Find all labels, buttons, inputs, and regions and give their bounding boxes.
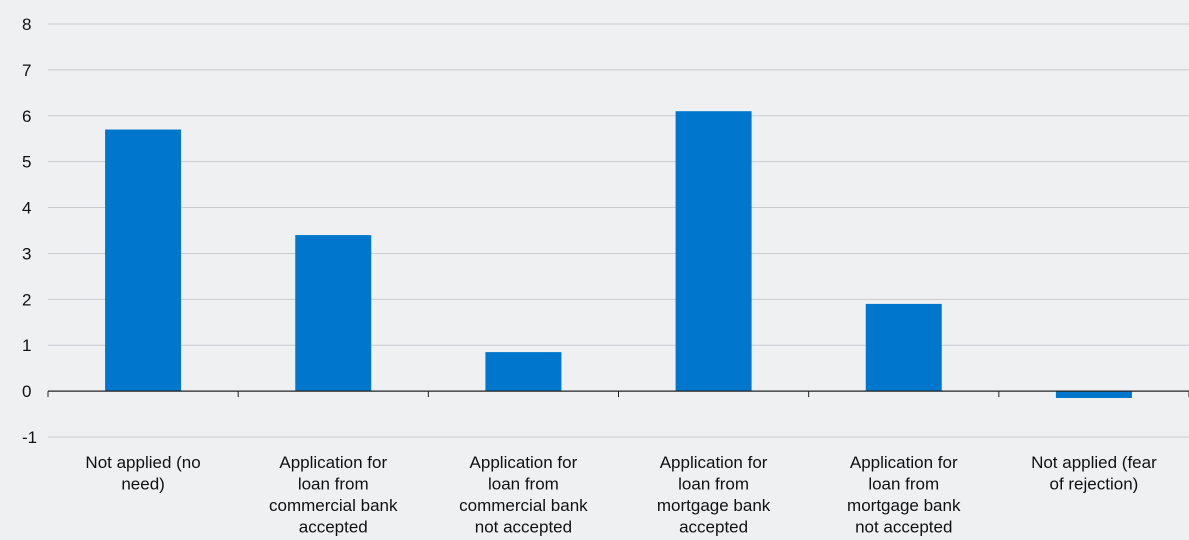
bar	[675, 111, 752, 392]
x-category-label-line: Not applied (fear	[1031, 453, 1157, 472]
y-tick-label: 0	[22, 382, 31, 401]
x-category-label-line: accepted	[299, 518, 368, 537]
y-tick-label: 8	[22, 15, 31, 34]
bar	[105, 129, 182, 392]
bar	[485, 352, 562, 392]
y-tick-label: -1	[22, 428, 37, 447]
x-category-label-line: mortgage bank	[657, 496, 771, 515]
gridlines	[48, 23, 1189, 438]
bar	[865, 303, 942, 392]
x-category-label-line: loan from	[868, 475, 939, 494]
x-category-label: Not applied (no need)	[85, 453, 200, 494]
x-category-label-line: accepted	[679, 518, 748, 537]
x-category-label-line: Application for	[660, 453, 768, 472]
x-category-label-line: mortgage bank	[847, 496, 961, 515]
y-tick-label: 3	[22, 244, 31, 263]
x-category-label-line: need)	[121, 475, 164, 494]
x-category-label: Application for loan from mortgage bank acc…	[657, 453, 771, 537]
x-axis	[47, 390, 1189, 398]
x-category-label-line: not accepted	[855, 518, 952, 537]
x-axis-category-labels: Not applied (no need) Application for loan …	[85, 453, 1157, 537]
x-category-label-line: loan from	[488, 475, 559, 494]
bars	[105, 111, 1132, 398]
x-category-label-line: of rejection)	[1050, 475, 1139, 494]
y-axis-tick-labels: -1 0 1 2 3 4 5 6 7 8	[22, 15, 37, 447]
y-tick-label: 4	[22, 199, 31, 218]
x-category-label-line: loan from	[678, 475, 749, 494]
y-tick-label: 5	[22, 153, 31, 172]
x-category-label: Application for loan from commercial bank n…	[459, 453, 588, 537]
x-category-label-line: Application for	[850, 453, 958, 472]
x-category-label-line: commercial bank	[459, 496, 588, 515]
x-category-label: Application for loan from commercial bank a…	[269, 453, 398, 537]
x-category-label-line: loan from	[298, 475, 369, 494]
x-category-label-line: Not applied (no	[85, 453, 200, 472]
x-category-label: Not applied (fear of rejection)	[1031, 453, 1157, 494]
bar	[1055, 391, 1132, 398]
y-tick-label: 2	[22, 290, 31, 309]
y-tick-label: 1	[22, 336, 31, 355]
x-category-label-line: commercial bank	[269, 496, 398, 515]
x-category-label-line: Application for	[470, 453, 578, 472]
x-category-label: Application for loan from mortgage bank not…	[847, 453, 961, 537]
x-category-label-line: Application for	[279, 453, 387, 472]
bar	[295, 235, 372, 392]
x-category-label-line: not accepted	[475, 518, 572, 537]
y-tick-label: 6	[22, 107, 31, 126]
y-tick-label: 7	[22, 61, 31, 80]
